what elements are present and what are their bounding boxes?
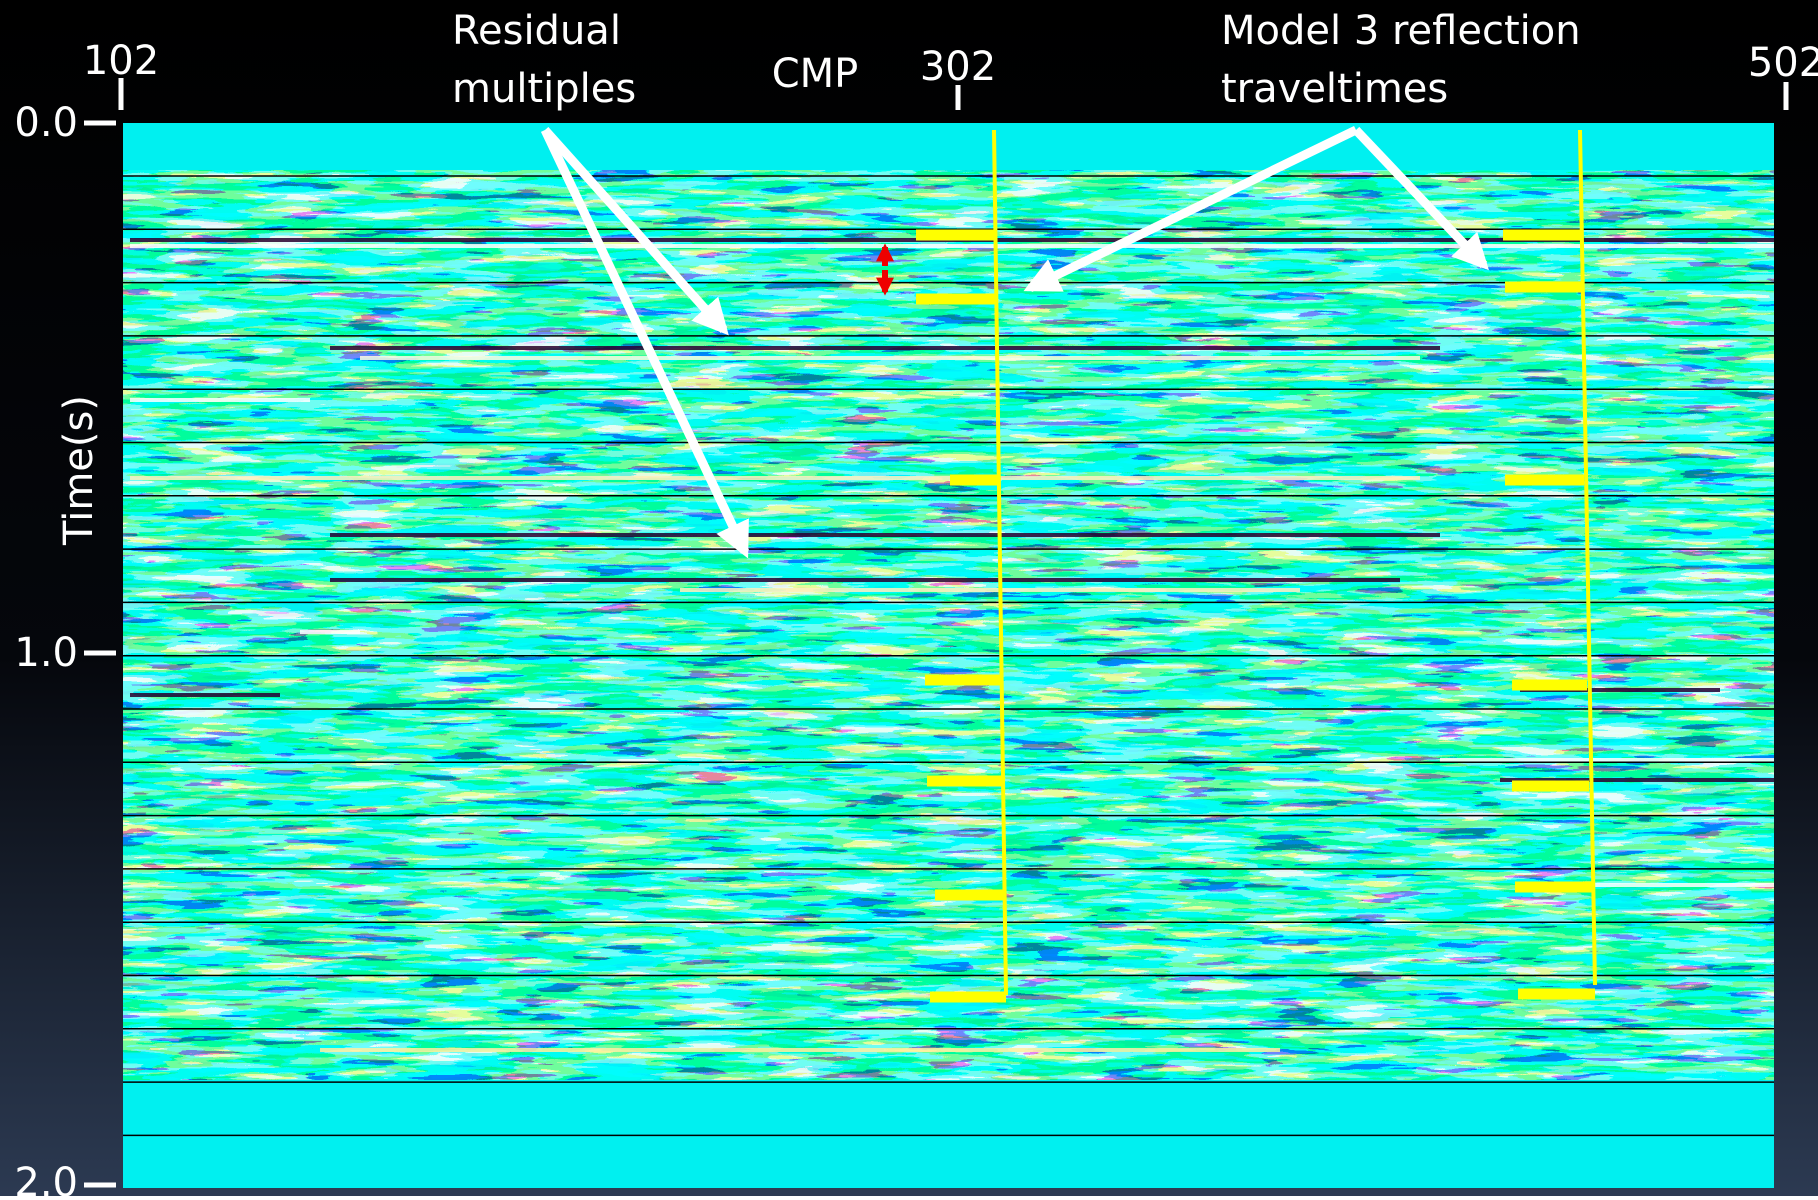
x-axis-label: CMP: [772, 51, 859, 97]
annotation-line: multiples: [452, 66, 636, 112]
y-tick-label: 2.0: [14, 1160, 78, 1196]
annotation-line: traveltimes: [1221, 66, 1448, 112]
slide: 102 302 502 CMP 0.0 1.0 2.0 Time(s) Resi…: [0, 0, 1818, 1196]
y-axis-label: Time(s): [56, 395, 102, 546]
y-tick-label: 0.0: [14, 100, 78, 146]
page: 102 302 502 CMP 0.0 1.0 2.0 Time(s) Resi…: [0, 0, 1818, 1196]
annotation-line: Model 3 reflection: [1221, 8, 1581, 54]
x-tick-label: 302: [920, 44, 996, 90]
annotation-line: Residual: [452, 8, 621, 54]
section-noise: [123, 170, 1774, 1080]
x-tick-label: 502: [1748, 40, 1818, 86]
y-tick-label: 1.0: [14, 630, 78, 676]
x-tick-label: 102: [83, 38, 159, 84]
